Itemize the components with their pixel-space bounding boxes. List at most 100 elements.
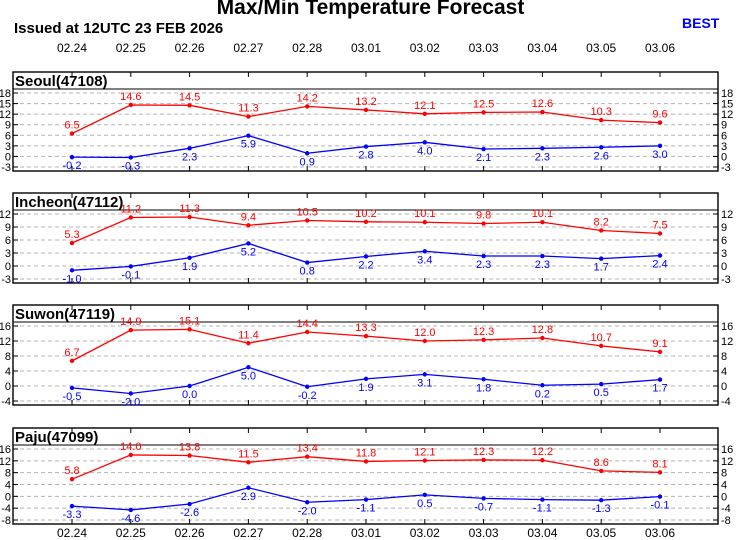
- max-temp-label: 11.2: [121, 203, 142, 215]
- y-tick-label-left: 3: [5, 141, 11, 153]
- max-temp-point: [599, 117, 604, 123]
- max-temp-label: 10.1: [532, 208, 553, 220]
- max-temp-point: [128, 102, 133, 108]
- min-temp-point: [422, 140, 427, 145]
- y-tick-label-left: 8: [5, 468, 11, 480]
- station-title: Suwon(47119): [15, 306, 115, 323]
- max-temp-label: 9.4: [241, 211, 256, 223]
- min-temp-label: 2.6: [594, 150, 609, 162]
- max-temp-label: 11.3: [238, 103, 259, 115]
- x-tick-label-top: 03.05: [586, 41, 616, 55]
- min-temp-label: 0.9: [300, 156, 315, 168]
- y-tick-label-right: 16: [721, 444, 733, 456]
- y-tick-label-left: 18: [0, 88, 11, 100]
- max-temp-point: [128, 327, 133, 333]
- max-temp-label: 12.2: [532, 446, 553, 458]
- max-temp-point: [69, 358, 75, 364]
- max-temp-point: [422, 220, 427, 225]
- y-tick-label-left: 12: [0, 456, 11, 468]
- y-tick-label-right: 12: [721, 109, 733, 121]
- max-temp-label: 13.3: [355, 322, 376, 334]
- min-temp-point: [128, 391, 133, 396]
- max-temp-label: 6.5: [64, 120, 79, 132]
- max-temp-label: 10.5: [296, 207, 317, 219]
- max-temp-point: [305, 454, 310, 459]
- y-tick-label-left: 8: [5, 351, 11, 363]
- max-temp-label: 12.3: [473, 446, 494, 458]
- x-tick-label-top: 03.01: [351, 41, 381, 55]
- max-temp-label: 12.6: [532, 98, 553, 110]
- min-temp-point: [657, 377, 663, 382]
- min-temp-point: [363, 497, 369, 502]
- max-temp-point: [481, 457, 486, 463]
- min-temp-label: 2.9: [241, 491, 256, 503]
- y-tick-label-right: 4: [721, 480, 727, 492]
- max-temp-label: 13.8: [179, 442, 200, 454]
- x-tick-label-top: 02.25: [116, 41, 146, 55]
- min-temp-label: -2.0: [298, 505, 317, 517]
- min-temp-label: 2.2: [358, 259, 373, 271]
- min-temp-point: [422, 372, 427, 377]
- max-temp-point: [363, 459, 369, 464]
- max-temp-label: 11.5: [238, 448, 259, 460]
- y-tick-label-left: 16: [0, 444, 11, 456]
- max-temp-point: [187, 453, 192, 458]
- max-temp-point: [540, 109, 545, 115]
- max-temp-label: 14.6: [120, 91, 141, 103]
- min-temp-point: [305, 384, 310, 389]
- max-temp-label: 14.2: [296, 92, 317, 104]
- max-temp-label: 10.7: [590, 332, 611, 344]
- max-temp-label: 5.3: [64, 229, 79, 241]
- y-tick-label-left: -4: [1, 503, 11, 515]
- y-tick-label-left: 3: [5, 248, 11, 260]
- y-tick-label-right: -8: [721, 515, 731, 527]
- station-title: Paju(47099): [15, 429, 98, 446]
- x-tick-label-bottom: 02.28: [292, 526, 322, 540]
- x-tick-label-bottom: 02.25: [116, 526, 146, 540]
- min-temp-point: [599, 497, 604, 503]
- max-temp-label: 12.1: [414, 447, 435, 459]
- best-badge: BEST: [682, 15, 720, 31]
- x-tick-label-top: 02.28: [292, 41, 322, 55]
- y-tick-label-left: 9: [5, 222, 11, 234]
- max-temp-point: [599, 468, 604, 474]
- min-temp-point: [540, 383, 545, 388]
- min-temp-label: 1.7: [652, 383, 667, 395]
- max-temp-point: [657, 470, 663, 475]
- y-tick-label-right: 0: [721, 151, 727, 163]
- max-temp-label: 5.8: [64, 465, 79, 477]
- min-temp-label: -0.5: [63, 391, 82, 403]
- max-temp-point: [246, 114, 251, 119]
- min-temp-label: -1.3: [592, 503, 611, 515]
- x-tick-label-top: 03.03: [469, 41, 499, 55]
- max-temp-label: 12.5: [473, 98, 494, 110]
- max-temp-label: 11.3: [179, 203, 200, 215]
- max-temp-point: [599, 228, 604, 233]
- min-temp-point: [69, 268, 75, 273]
- max-temp-point: [69, 476, 75, 482]
- min-temp-point: [187, 383, 192, 389]
- y-tick-label-right: 12: [721, 336, 733, 348]
- max-temp-label: 10.1: [414, 208, 435, 220]
- max-temp-label: 7.5: [652, 220, 667, 232]
- max-temp-label: 10.2: [355, 208, 376, 220]
- min-temp-label: 5.9: [241, 139, 256, 151]
- min-temp-label: 4.0: [417, 145, 432, 157]
- min-temp-label: -2.6: [180, 507, 199, 519]
- min-temp-label: -2.0: [121, 397, 140, 409]
- y-tick-label-left: 15: [0, 99, 11, 111]
- x-tick-label-top: 03.06: [645, 41, 675, 55]
- max-temp-label: 13.4: [296, 443, 317, 455]
- min-temp-point: [128, 507, 133, 513]
- y-tick-label-right: 0: [721, 261, 727, 273]
- max-temp-label: 13.2: [355, 96, 376, 108]
- min-temp-point: [69, 154, 75, 160]
- x-tick-label-top: 02.26: [175, 41, 205, 55]
- max-temp-point: [540, 335, 545, 341]
- min-temp-point: [481, 146, 486, 152]
- x-tick-label-bottom: 02.27: [233, 526, 263, 540]
- max-temp-point: [481, 337, 486, 343]
- max-temp-label: 8.6: [594, 457, 609, 469]
- y-tick-label-left: 0: [5, 151, 11, 163]
- max-temp-point: [305, 218, 310, 223]
